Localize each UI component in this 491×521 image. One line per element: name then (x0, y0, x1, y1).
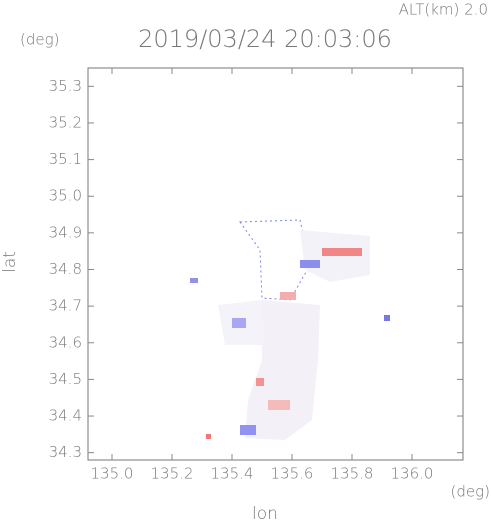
x-axis-label: lon (252, 504, 278, 521)
y-tick-label: 34.5 (49, 370, 82, 388)
y-tick-label: 34.7 (49, 297, 82, 315)
x-tick-label: 135.6 (271, 465, 314, 483)
radar-echo (190, 219, 390, 440)
y-tick-label: 35.3 (49, 77, 82, 95)
y-tick-label: 34.6 (49, 333, 82, 351)
x-tick-label: 135.4 (211, 465, 254, 483)
y-axis-label: lat (0, 251, 20, 273)
y-tick-label: 35.0 (49, 187, 82, 205)
altitude-label: ALT(km) 2.0 (399, 1, 488, 19)
x-tick-label: 136.0 (391, 465, 434, 483)
x-tick-label: 135.0 (91, 465, 134, 483)
y-tick-label: 34.9 (49, 223, 82, 241)
x-tick-label: 135.2 (151, 465, 194, 483)
y-tick-label: 35.1 (49, 150, 82, 168)
y-tick-label: 34.8 (49, 260, 82, 278)
y-tick-label: 34.3 (49, 443, 82, 461)
plot-frame (87, 67, 464, 461)
x-unit: (deg) (451, 483, 490, 501)
y-tick-label: 35.2 (49, 113, 82, 131)
chart-title: 2019/03/24 20:03:06 (138, 25, 392, 53)
x-tick-label: 135.8 (331, 465, 374, 483)
y-unit: (deg) (20, 31, 59, 49)
y-tick-label: 34.4 (49, 407, 82, 425)
